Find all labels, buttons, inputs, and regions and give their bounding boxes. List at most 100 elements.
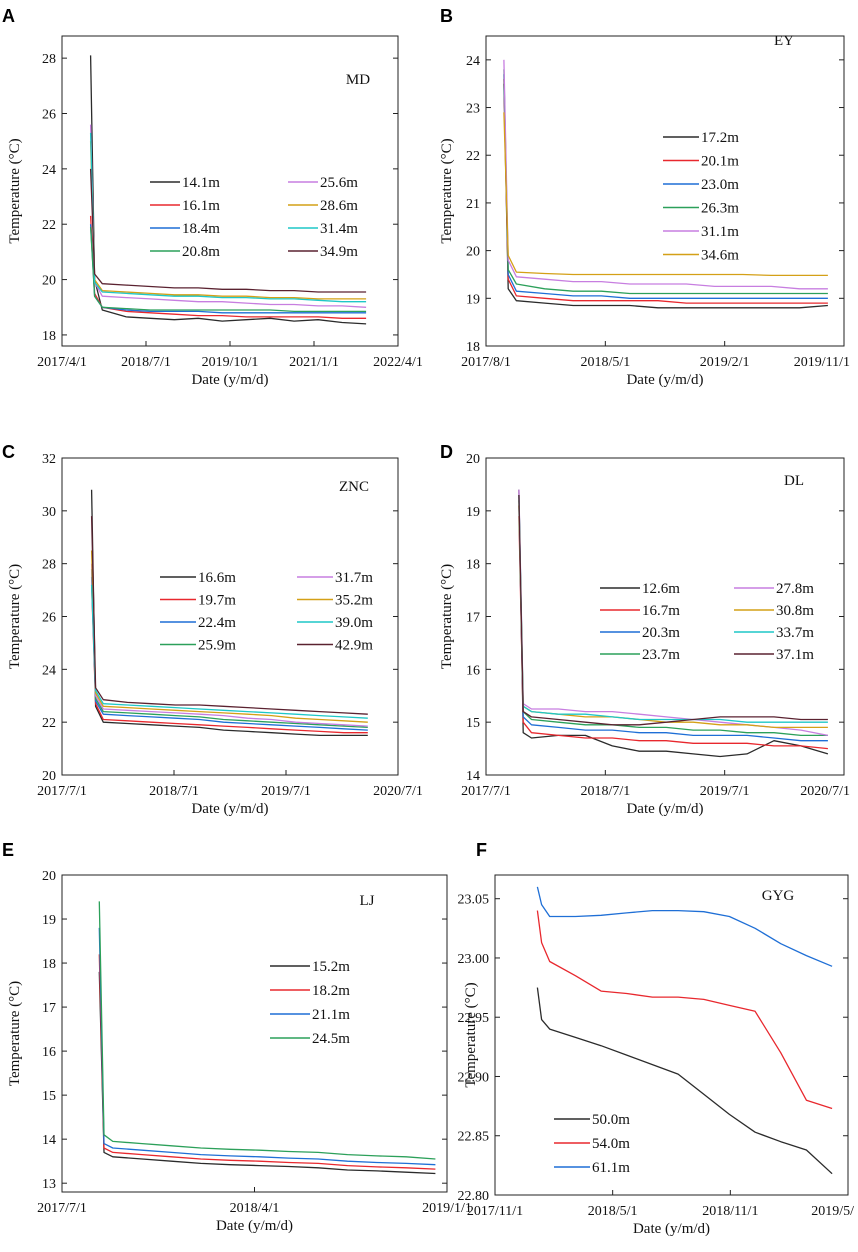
panel-letter: B	[440, 6, 453, 26]
x-tick-label: 2022/4/1	[373, 355, 423, 370]
y-tick-label: 21	[466, 197, 480, 212]
legend-label: 16.6m	[198, 570, 236, 586]
legend-label: 20.1m	[701, 154, 739, 170]
y-axis-label: Temperature (°C)	[463, 982, 479, 1087]
series-line-34.9m	[89, 168, 367, 293]
legend-label: 18.4m	[182, 221, 220, 237]
legend-label: 19.7m	[198, 593, 236, 609]
legend-label: 33.7m	[776, 625, 814, 641]
series-line-12.6m	[518, 489, 829, 758]
legend-label: 16.1m	[182, 198, 220, 214]
legend-label: 15.2m	[312, 959, 350, 975]
legend-label: 18.2m	[312, 983, 350, 999]
y-tick-label: 22.95	[458, 1011, 490, 1026]
x-tick-label: 2018/5/1	[580, 355, 630, 370]
y-axis-label: Temperature (°C)	[7, 138, 23, 243]
site-label: ZNC	[339, 479, 369, 495]
y-tick-label: 19	[466, 505, 480, 520]
series-line-54.0m	[536, 910, 833, 1110]
y-tick-label: 26	[42, 108, 56, 123]
legend-label: 34.6m	[701, 248, 739, 264]
legend-label: 31.4m	[320, 221, 358, 237]
legend-label: 61.1m	[592, 1160, 630, 1176]
site-label: EY	[774, 33, 794, 49]
series-line-16.6m	[90, 489, 368, 737]
y-tick-label: 14	[42, 1133, 56, 1148]
x-tick-label: 2017/7/1	[37, 784, 87, 799]
legend-label: 20.8m	[182, 244, 220, 260]
x-tick-label: 2017/11/1	[467, 1204, 523, 1219]
legend-label: 25.9m	[198, 638, 236, 654]
x-tick-label: 2018/7/1	[121, 355, 171, 370]
y-axis-label: Temperature (°C)	[7, 564, 23, 669]
legend-label: 28.6m	[320, 198, 358, 214]
x-tick-label: 2018/11/1	[702, 1204, 758, 1219]
y-tick-label: 13	[42, 1177, 56, 1192]
y-tick-label: 15	[42, 1089, 56, 1104]
y-tick-label: 20	[466, 245, 480, 260]
panel-letter: A	[2, 6, 15, 26]
legend-label: 39.0m	[335, 615, 373, 631]
series-line-20.3m	[518, 505, 828, 742]
series-line-33.7m	[518, 494, 828, 723]
x-tick-label: 2021/1/1	[289, 355, 339, 370]
legend-label: 21.1m	[312, 1007, 350, 1023]
y-tick-label: 22.85	[458, 1130, 490, 1145]
legend-label: 26.3m	[701, 201, 739, 217]
y-tick-label: 18	[42, 957, 56, 972]
y-tick-label: 18	[42, 329, 56, 344]
series-line-19.7m	[90, 584, 368, 734]
series-line-31.4m	[89, 132, 367, 303]
y-tick-label: 22.90	[458, 1070, 490, 1085]
site-label: DL	[784, 473, 804, 489]
y-tick-label: 32	[42, 452, 56, 467]
y-tick-label: 20	[42, 274, 56, 289]
x-tick-label: 2020/7/1	[373, 784, 423, 799]
series-line-50.0m	[536, 987, 833, 1175]
plot-frame	[61, 874, 448, 1193]
y-tick-label: 19	[42, 913, 56, 928]
y-tick-label: 22	[42, 716, 56, 731]
series-line-25.6m	[89, 124, 367, 308]
y-tick-label: 24	[466, 54, 480, 69]
y-tick-label: 17	[466, 611, 480, 626]
legend-label: 27.8m	[776, 581, 814, 597]
x-tick-label: 2019/5/	[811, 1204, 854, 1219]
y-tick-label: 22	[42, 218, 56, 233]
panel-c: C 20 22 24 26 28 30 32 2017/7/1 2018/7/1 2019/7/1 2…	[2, 442, 423, 817]
legend-label: 30.8m	[776, 603, 814, 619]
series-line-37.1m	[518, 494, 828, 726]
series-line-14.1m	[89, 55, 367, 325]
panel-letter: F	[476, 840, 487, 860]
y-tick-label: 23.05	[458, 893, 490, 908]
y-tick-label: 26	[42, 611, 56, 626]
series-line-20.8m	[89, 226, 367, 313]
legend-label: 20.3m	[642, 625, 680, 641]
site-label: GYG	[762, 888, 795, 904]
y-tick-label: 18	[466, 340, 480, 355]
site-label: LJ	[360, 893, 375, 909]
legend-label: 31.7m	[335, 570, 373, 586]
legend-label: 22.4m	[198, 615, 236, 631]
series-line-39.0m	[90, 584, 368, 719]
panel-e: E 13 14 15 16 17 18 19 20 2017/7/1 2018/4/1 2019/1/…	[2, 840, 472, 1234]
series-line-31.1m	[503, 59, 828, 290]
panel-a: A 18 20 22 24 26 28 2017/4/1 2018/7/1 2019/10/1 20…	[2, 6, 423, 388]
y-tick-label: 28	[42, 558, 56, 573]
y-tick-label: 30	[42, 505, 56, 520]
plot-frame	[485, 35, 845, 347]
series-line-35.2m	[90, 550, 368, 723]
legend-label: 16.7m	[642, 603, 680, 619]
y-tick-label: 24	[42, 663, 56, 678]
series-line-28.6m	[89, 141, 367, 300]
legend-label: 42.9m	[335, 638, 373, 654]
x-axis-label: Date (y/m/d)	[633, 1221, 710, 1237]
y-axis-label: Temperature (°C)	[439, 564, 455, 669]
series-line-34.6m	[503, 112, 828, 277]
series-line-20.1m	[503, 78, 828, 304]
panel-b: B 18 19 20 21 22 23 24 2017/8/1 2018/5/1 2019/2/1 2…	[439, 6, 850, 388]
panel-d: D 14 15 16 17 18 19 20 2017/7/1 2018/7/1 2019/7/1 2…	[439, 442, 850, 817]
legend-label: 31.1m	[701, 224, 739, 240]
x-tick-label: 2019/11/1	[794, 355, 850, 370]
legend-label: 34.9m	[320, 244, 358, 260]
